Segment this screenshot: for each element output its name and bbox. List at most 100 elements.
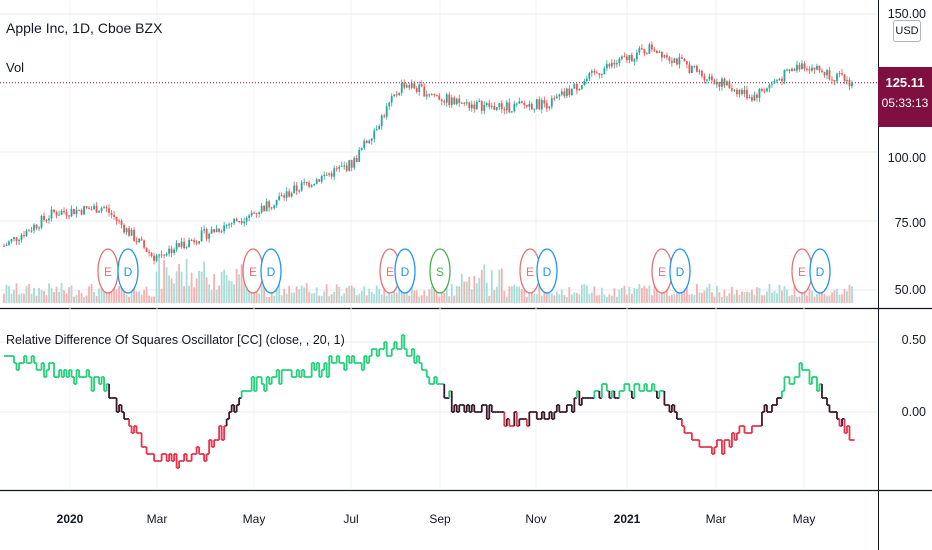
candle-body — [683, 58, 686, 62]
candle-body — [763, 90, 766, 92]
currency-button[interactable]: USD — [893, 20, 921, 42]
candle-body — [45, 219, 48, 221]
volume-bar — [788, 295, 791, 303]
volume-bar — [205, 277, 208, 303]
candle-body — [320, 175, 323, 182]
candle-body — [756, 94, 758, 98]
volume-bar — [846, 291, 848, 303]
candle-body — [315, 179, 318, 184]
volume-bar — [298, 289, 301, 303]
candle-body — [468, 102, 471, 109]
candle-body — [305, 181, 308, 183]
candle-body — [470, 104, 473, 109]
volume-bar — [5, 284, 8, 303]
candle-body — [260, 205, 263, 213]
volume-bar — [23, 293, 25, 303]
candle-body — [573, 84, 576, 89]
volume-bar — [145, 286, 148, 303]
candle-body — [833, 80, 836, 82]
candle-body — [13, 237, 15, 240]
candle-body — [478, 101, 481, 103]
volume-bar — [793, 284, 796, 303]
candle-body — [500, 103, 503, 110]
event-marker-outline — [429, 248, 451, 294]
volume-bar — [718, 292, 721, 303]
oscillator-title: Relative Difference Of Squares Oscillato… — [6, 333, 345, 347]
volume-bar — [448, 296, 451, 303]
candle-body — [3, 245, 5, 247]
candle-body — [553, 98, 556, 100]
volume-bar — [831, 292, 833, 303]
candle-body — [248, 215, 251, 218]
candle-body — [691, 65, 693, 74]
candle-body — [125, 228, 128, 233]
volume-bar — [98, 288, 100, 303]
event-marker-outline — [809, 248, 831, 294]
volume-bar — [310, 293, 313, 303]
volume-bar — [478, 277, 481, 303]
volume-bar — [173, 283, 176, 303]
volume-bar — [280, 295, 283, 303]
volume-bar — [698, 292, 701, 303]
event-marker-d: D — [536, 248, 558, 294]
volume-bar — [3, 293, 5, 303]
volume-bar — [605, 296, 608, 303]
volume-bar — [378, 288, 381, 303]
volume-bar — [708, 283, 711, 303]
volume-bar — [655, 284, 658, 303]
candle-body — [438, 95, 441, 100]
candle-body — [83, 206, 85, 215]
volume-bar — [490, 270, 493, 303]
volume-bar — [180, 271, 183, 303]
candle-body — [30, 230, 33, 232]
candle-body — [675, 58, 678, 65]
candle-body — [103, 207, 105, 209]
candle-body — [648, 44, 651, 54]
event-marker-outline — [260, 248, 282, 294]
candle-body — [828, 70, 831, 80]
volume-bar — [781, 290, 783, 303]
candle-body — [303, 181, 306, 183]
volume-bar — [716, 285, 718, 303]
volume-bar — [243, 277, 246, 303]
volume-bar — [263, 286, 266, 303]
candle-body — [798, 64, 801, 70]
candle-body — [300, 182, 303, 191]
volume-bar — [678, 286, 681, 303]
candle-body — [723, 78, 726, 86]
volume-bar — [580, 285, 583, 303]
volume-bar — [288, 285, 291, 303]
candle-body — [395, 94, 398, 96]
volume-bar — [801, 286, 803, 303]
candle-body — [250, 212, 253, 216]
volume-bar — [293, 292, 296, 303]
candle-body — [803, 63, 806, 69]
volume-bar — [35, 295, 38, 303]
volume-bar — [568, 287, 571, 303]
volume-bar — [683, 286, 686, 303]
volume-bar — [465, 281, 468, 303]
volume-bar — [63, 290, 65, 303]
volume-bar — [648, 285, 651, 303]
candle-body — [721, 78, 723, 87]
volume-bar — [303, 287, 306, 303]
volume-bar — [230, 281, 233, 303]
volume-bar — [53, 291, 55, 303]
volume-bar — [178, 264, 181, 303]
volume-bar — [806, 295, 808, 303]
volume-bar — [470, 289, 473, 303]
candle-body — [598, 73, 601, 75]
candle-body — [225, 224, 228, 226]
volume-bar — [30, 293, 33, 303]
volume-bar — [443, 293, 446, 303]
volume-bar — [153, 296, 155, 303]
candle-body — [608, 64, 611, 67]
volume-bar — [188, 285, 191, 303]
candle-body — [673, 58, 676, 63]
candle-body — [358, 149, 361, 162]
volume-bar — [135, 291, 138, 303]
volume-bar — [498, 269, 501, 303]
candle-body — [98, 211, 100, 213]
candle-body — [783, 69, 786, 82]
